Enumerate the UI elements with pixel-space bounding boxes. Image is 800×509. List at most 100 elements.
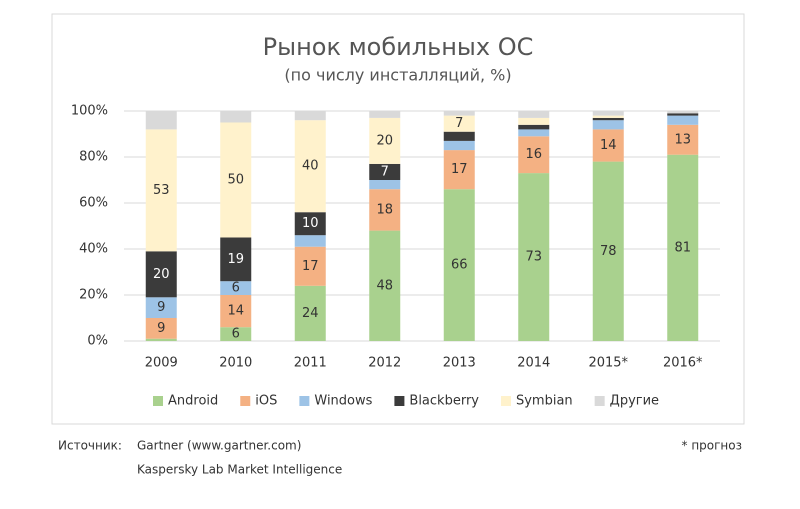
data-label: 17 <box>302 259 319 274</box>
y-tick-label: 100% <box>71 104 108 119</box>
bar-segment <box>667 115 699 125</box>
chart-title: Рынок мобильных ОС <box>263 33 534 61</box>
source: Gartner (www.gartner.com) <box>137 439 301 453</box>
data-label: 48 <box>376 278 393 293</box>
bar-segment <box>443 189 475 341</box>
y-tick-label: 40% <box>79 242 108 257</box>
legend-label: Windows <box>314 394 372 409</box>
bar-segment <box>369 117 401 164</box>
data-label: 20 <box>376 133 393 148</box>
bar-segment <box>443 111 475 116</box>
bar-segment <box>518 129 550 137</box>
data-label: 50 <box>227 173 244 188</box>
bar-segment <box>443 150 475 190</box>
x-tick-label: 2013 <box>443 356 476 371</box>
x-tick-label: 2010 <box>219 356 252 371</box>
bar-segment <box>220 281 252 295</box>
bar-segment <box>220 122 252 238</box>
data-label: 6 <box>232 327 240 342</box>
x-tick-label: 2009 <box>145 356 178 371</box>
x-tick-label: 2015* <box>588 356 628 371</box>
bar-segment <box>518 124 550 130</box>
data-label: 20 <box>153 267 170 282</box>
y-tick-label: 80% <box>79 150 108 165</box>
data-label: 17 <box>451 162 468 177</box>
bar-segment <box>369 180 401 190</box>
data-label: 81 <box>674 240 691 255</box>
footnote: * прогноз <box>682 439 743 453</box>
bar-segment <box>592 120 624 130</box>
data-label: 9 <box>157 300 165 315</box>
bar-segment <box>294 120 326 213</box>
data-label: 7 <box>455 116 463 131</box>
legend-label: Android <box>168 394 218 409</box>
bar-segment <box>220 237 252 282</box>
bar-segment <box>592 115 624 118</box>
legend-swatch <box>299 396 310 406</box>
bar-segment <box>220 327 252 341</box>
data-label: 40 <box>302 159 319 174</box>
bar-segment <box>294 285 326 341</box>
bar-segment <box>518 136 550 174</box>
data-label: 9 <box>157 321 165 336</box>
bar-segment <box>145 251 177 298</box>
bar-segment <box>369 230 401 341</box>
y-tick-label: 60% <box>79 196 108 211</box>
bar-segment <box>145 338 177 341</box>
bar-segment <box>443 115 475 132</box>
data-label: 78 <box>600 244 617 259</box>
legend-swatch <box>240 396 251 406</box>
y-tick-label: 20% <box>79 288 108 303</box>
data-label: 73 <box>525 250 542 265</box>
data-label: 53 <box>153 183 170 198</box>
data-label: 10 <box>302 216 319 231</box>
legend-swatch <box>153 396 163 406</box>
data-label: 7 <box>381 164 389 179</box>
y-tick-label: 0% <box>87 334 108 349</box>
data-label: 24 <box>302 306 319 321</box>
data-label: 66 <box>451 258 468 273</box>
bar-segment <box>592 117 624 121</box>
x-tick-label: 2014 <box>517 356 550 371</box>
bar-segment <box>369 189 401 231</box>
bar-segment <box>369 111 401 118</box>
data-label: 14 <box>227 304 244 319</box>
bar-segment <box>220 295 252 328</box>
bar-segment <box>443 131 475 141</box>
chart-subtitle: (по числу инсталляций, %) <box>284 66 511 85</box>
data-label: 16 <box>525 147 542 162</box>
bar-segment <box>294 235 326 247</box>
source: Kaspersky Lab Market Intelligence <box>137 463 342 477</box>
x-tick-label: 2012 <box>368 356 401 371</box>
bar-segment <box>443 140 475 151</box>
source-label: Источник: <box>58 439 122 453</box>
bar-segment <box>220 111 252 123</box>
bar-segment <box>145 318 177 339</box>
bar-segment <box>667 124 699 155</box>
data-label: 14 <box>600 138 617 153</box>
bar-segment <box>592 111 624 116</box>
data-label: 6 <box>232 281 240 296</box>
legend-swatch <box>500 396 511 406</box>
x-tick-label: 2011 <box>294 356 327 371</box>
bar-segment <box>518 173 550 341</box>
bar-segment <box>518 111 550 118</box>
bar-segment <box>667 154 699 341</box>
bar-segment <box>667 111 699 114</box>
bar-segment <box>592 129 624 162</box>
legend-label: iOS <box>255 394 277 409</box>
legend-label: Blackberry <box>409 394 479 409</box>
bar-segment <box>145 297 177 318</box>
legend-label: Symbian <box>516 394 573 409</box>
data-label: 19 <box>227 252 244 267</box>
bar-segment <box>294 212 326 236</box>
bar-segment <box>145 129 177 252</box>
bar-segment <box>667 113 699 116</box>
bar-segment <box>518 117 550 125</box>
legend-swatch <box>394 396 405 406</box>
data-label: 13 <box>674 132 691 147</box>
data-label: 18 <box>376 202 393 217</box>
legend-label: Другие <box>610 394 659 409</box>
x-tick-label: 2016* <box>663 356 703 371</box>
